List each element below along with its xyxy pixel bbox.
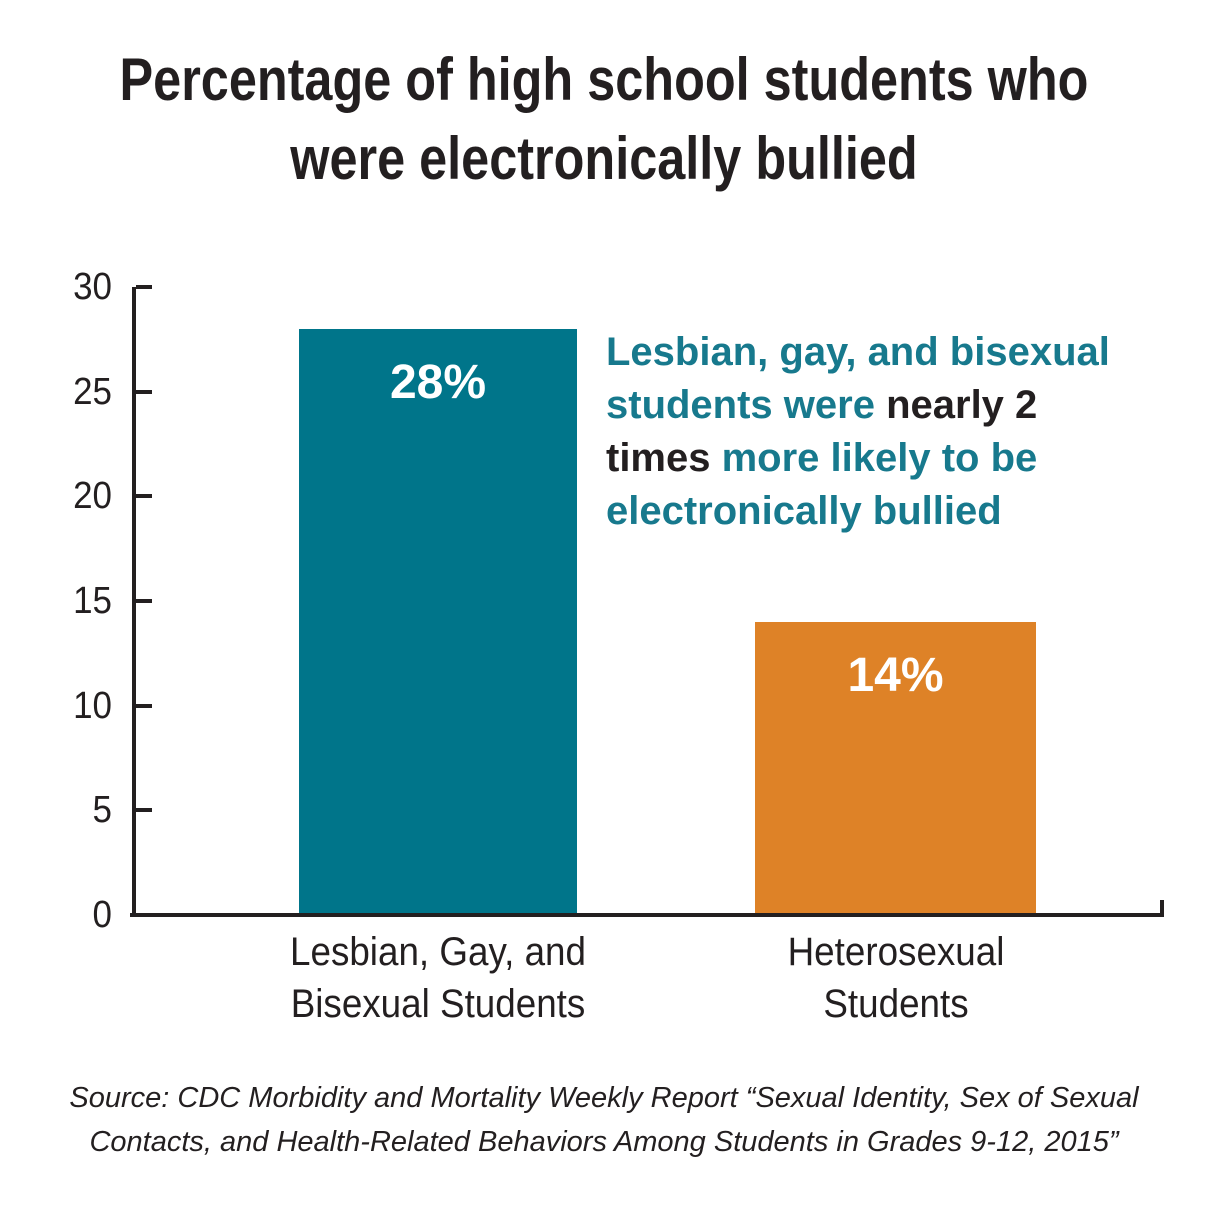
annotation-line: students were nearly 2 — [606, 379, 1186, 432]
y-axis-tick-label: 20 — [73, 475, 112, 518]
y-axis-tick-label: 5 — [92, 789, 112, 832]
bar-value-label: 14% — [847, 649, 944, 702]
y-axis-tick — [136, 703, 152, 708]
annotation-line: Lesbian, gay, and bisexual — [606, 326, 1186, 379]
bar-heterosexual-students: 14% — [755, 622, 1036, 915]
annotation-segment: electronically bullied — [606, 489, 1002, 533]
y-axis-tick-label: 30 — [73, 266, 112, 308]
annotation-segment: more likely to be — [710, 436, 1038, 480]
annotation-segment: Lesbian, gay, and bisexual — [606, 330, 1110, 374]
y-axis-tick — [136, 808, 152, 813]
annotation-line: times more likely to be — [606, 432, 1186, 485]
annotation-segment: nearly 2 — [886, 383, 1038, 427]
annotation-segment: students were — [606, 383, 887, 427]
annotation-callout: Lesbian, gay, and bisexual students were … — [606, 326, 1186, 538]
y-axis-line — [132, 287, 136, 917]
y-axis-tick-label: 15 — [73, 580, 112, 622]
bar-value-label: 28% — [389, 356, 487, 409]
chart-title: Percentage of high school students who w… — [119, 46, 1089, 193]
category-label: Heterosexual Students — [787, 930, 1005, 1026]
y-axis-tick-label: 10 — [73, 684, 112, 727]
y-axis-tick-label: 25 — [73, 370, 112, 413]
x-axis-baseline — [130, 913, 1164, 917]
y-axis-tick — [136, 494, 152, 499]
annotation-line: electronically bullied — [606, 485, 1186, 538]
annotation-segment: times — [606, 436, 711, 480]
y-axis-tick — [136, 599, 152, 603]
y-axis-tick — [136, 285, 152, 289]
y-axis-tick — [136, 389, 152, 394]
category-label: Lesbian, Gay, and Bisexual Students — [290, 930, 586, 1026]
x-axis-end-tick — [1160, 900, 1164, 915]
bar-lgb-students: 28% — [299, 329, 577, 915]
y-axis-tick-label: 0 — [92, 894, 112, 936]
source-note: Source: CDC Morbidity and Mortality Week… — [69, 1082, 1139, 1158]
